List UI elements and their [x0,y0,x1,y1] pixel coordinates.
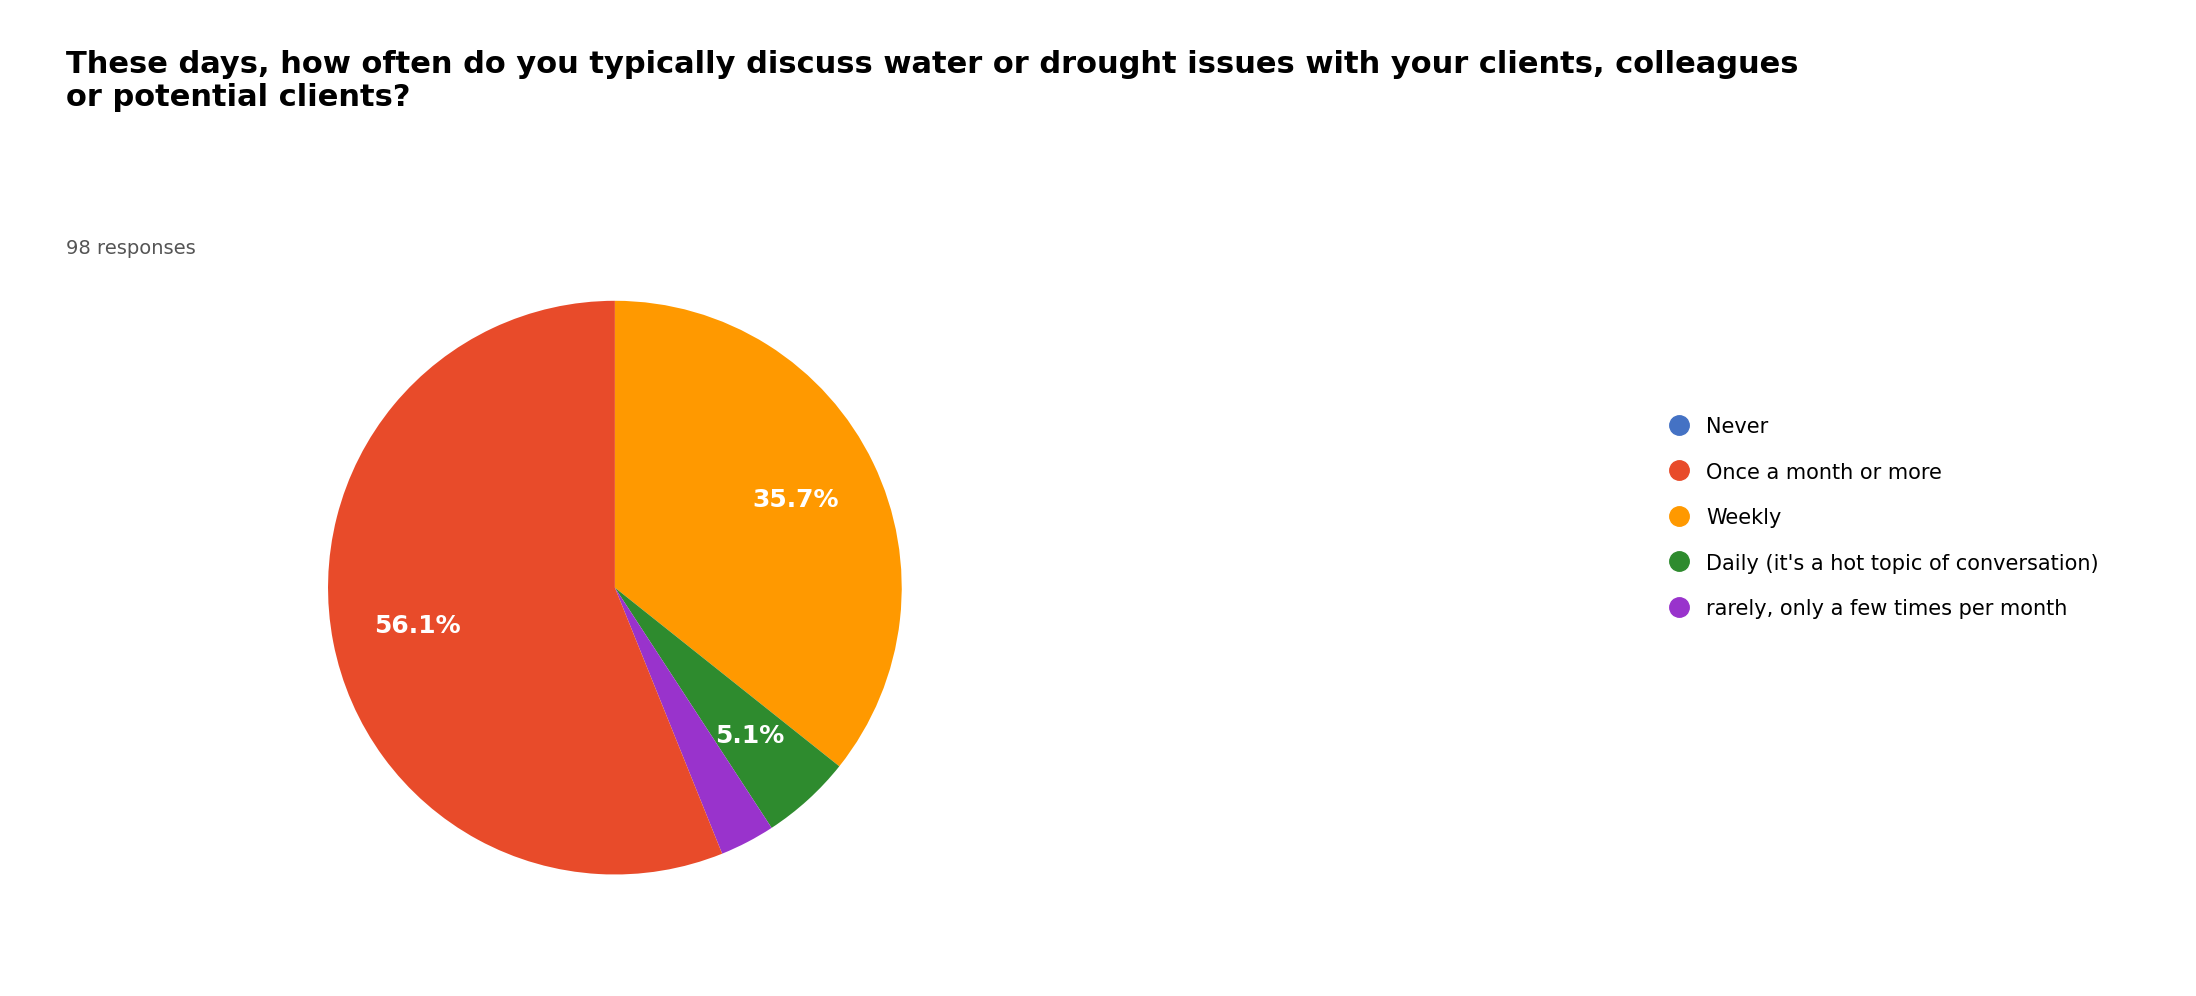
Wedge shape [615,588,839,828]
Wedge shape [615,588,722,854]
Legend: Never, Once a month or more, Weekly, Daily (it's a hot topic of conversation), r: Never, Once a month or more, Weekly, Dai… [1647,396,2119,639]
Text: 98 responses: 98 responses [66,239,195,258]
Wedge shape [615,301,903,766]
Wedge shape [615,588,771,854]
Wedge shape [327,301,722,874]
Text: 35.7%: 35.7% [753,488,839,512]
Text: 5.1%: 5.1% [716,724,784,748]
Text: These days, how often do you typically discuss water or drought issues with your: These days, how often do you typically d… [66,50,1799,113]
Text: 56.1%: 56.1% [376,614,461,637]
